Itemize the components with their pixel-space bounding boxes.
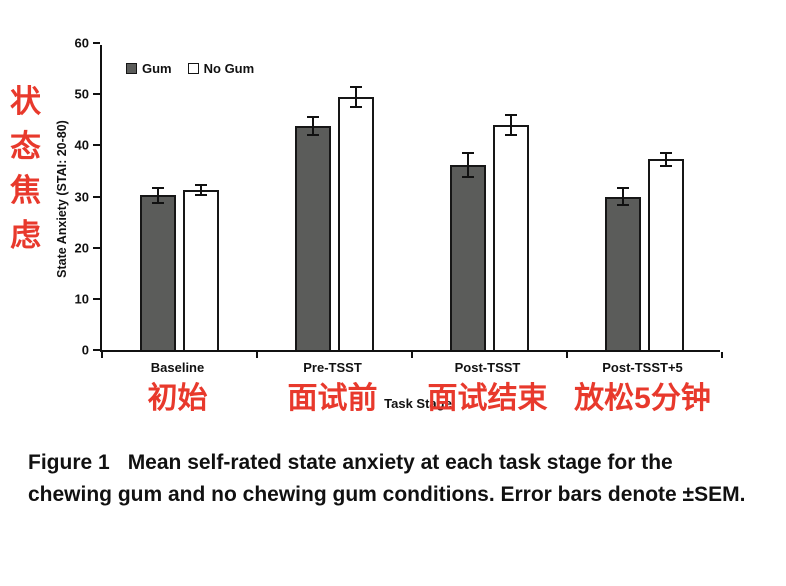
bar-no-gum-post-tsst+5 [648,159,684,350]
annotation-char: 焦 [10,173,41,209]
y-tick-label: 60 [74,35,89,51]
error-bar-cap [350,86,362,89]
x-tick-mark [101,352,103,358]
error-bar-cap [462,151,474,154]
error-bar-cap [350,106,362,109]
error-bar [355,87,357,108]
y-tick-mark [93,297,100,300]
bar-no-gum-pre-tsst [338,97,374,350]
annotation-char: 态 [10,128,41,164]
figure-caption-text: Mean self-rated state anxiety at each ta… [28,451,746,506]
bar-no-gum-baseline [183,189,219,350]
error-bar-cap [307,115,319,118]
error-bar [157,187,159,204]
annotation-x-axis-labels: 初始 面试前 面试结束 放松5分钟 [100,379,720,427]
legend-swatch [126,63,137,74]
error-bar-cap [660,164,672,167]
annotation-x-label: 放松5分钟 [574,382,711,415]
error-bar-cap [195,183,207,186]
y-tick-label: 40 [74,137,89,153]
y-tick-mark [93,144,100,147]
x-axis-title: Task Stage [384,396,452,411]
bar-gum-baseline [140,195,176,350]
error-bar-cap [307,134,319,137]
legend-swatch [187,63,199,74]
y-tick-label: 30 [74,189,89,204]
error-bar [200,184,202,195]
legend-label: Gum [142,61,172,76]
annotation-x-label: 初始 [147,382,208,415]
y-axis-title: State Anxiety (STAI: 20-80) [55,120,69,278]
y-tick-label: 10 [74,291,89,307]
error-bar [312,116,314,136]
y-tick-mark [93,349,100,351]
annotation-char: 虑 [10,217,41,253]
bar-chart: 状态焦虑 State Anxiety (STAI: 20-80) Gum No G… [10,37,723,427]
bar-gum-post-tsst+5 [605,196,641,350]
x-tick-mark [411,352,413,358]
y-tick-label: 50 [74,86,89,102]
error-bar-cap [152,202,164,205]
bar-gum-post-tsst [450,164,486,350]
x-tick-mark [256,352,258,358]
error-bar-cap [660,151,672,154]
y-tick-mark [93,195,100,198]
error-bar-cap [505,114,517,117]
error-bar [622,187,624,206]
bar-gum-pre-tsst [295,125,331,350]
error-bar-cap [505,133,517,136]
x-tick-mark [721,352,723,358]
error-bar-cap [152,186,164,189]
x-axis-category-labels: Baseline Pre-TSST Post-TSST Post-TSST+5 [100,360,720,378]
y-tick-label: 0 [81,342,89,358]
y-tick-mark [93,93,100,96]
y-tick-mark [93,42,100,44]
legend-item-gum: Gum [126,61,172,76]
error-bar-cap [462,176,474,179]
annotation-char: 状 [10,84,41,119]
legend: Gum No Gum [126,61,254,76]
annotation-y-axis-vertical: 状态焦虑 [10,84,41,254]
x-tick-mark [566,352,568,358]
y-tick-label: 20 [74,240,89,256]
error-bar-cap [195,193,207,196]
x-category-label: Baseline [150,360,205,375]
error-bar [510,115,512,135]
legend-label: No Gum [203,61,255,76]
error-bar-cap [617,186,629,189]
error-bar [665,152,667,166]
legend-item-no-gum: No Gum [187,61,255,76]
bar-no-gum-post-tsst [493,124,529,350]
annotation-x-label: 面试结束 [427,382,548,415]
x-category-label: Pre-TSST [303,360,362,375]
annotation-x-label: 面试前 [287,382,378,415]
error-bar [467,152,469,178]
figure-caption: Figure 1 Mean self-rated state anxiety at… [28,447,750,511]
figure-caption-label: Figure 1 [28,451,110,474]
y-tick-mark [93,246,100,249]
x-category-label: Post-TSST [454,360,521,375]
plot-area: Gum No Gum 0 10 20 30 40 50 60 [75,37,723,358]
x-category-label: Post-TSST+5 [602,360,683,375]
error-bar-cap [617,204,629,207]
